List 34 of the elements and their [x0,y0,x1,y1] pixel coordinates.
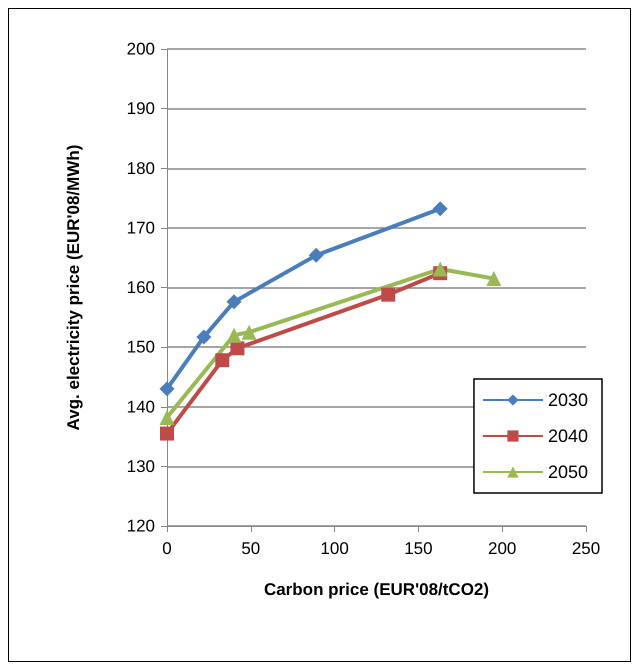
x-tick-label: 200 [488,539,516,558]
point [196,329,212,344]
legend-label: 2050 [548,462,588,482]
point [432,201,448,216]
x-tick-label: 250 [572,539,600,558]
point [432,262,448,277]
y-axis-title: Avg. electricity price (EUR'08/MWh) [64,144,83,430]
legend-label: 2040 [548,426,588,446]
x-tick-label: 100 [320,539,349,558]
y-tick-label: 150 [126,338,155,357]
y-tick-label: 180 [126,158,155,178]
y-tick-label: 130 [126,456,155,476]
y-tick-label: 190 [126,99,155,118]
x-tick-label: 150 [404,539,433,558]
point [160,426,174,441]
legend-label: 2030 [548,390,588,410]
point [230,341,244,356]
point [160,410,174,425]
y-tick-label: 170 [126,218,155,238]
point [486,271,502,286]
point [215,353,230,368]
y-tick-label: 140 [126,397,155,416]
point [226,294,242,310]
point [226,328,242,343]
x-tick-label: 0 [162,539,172,558]
x-tick-label: 50 [241,539,260,558]
y-tick-label: 160 [126,278,155,297]
y-tick-label: 120 [126,516,155,536]
point [308,248,324,263]
point [381,288,396,302]
point [242,324,257,340]
x-axis-title: Carbon price (EUR'08/tCO2) [264,580,490,599]
point [160,381,174,396]
y-tick-label: 200 [126,40,155,58]
